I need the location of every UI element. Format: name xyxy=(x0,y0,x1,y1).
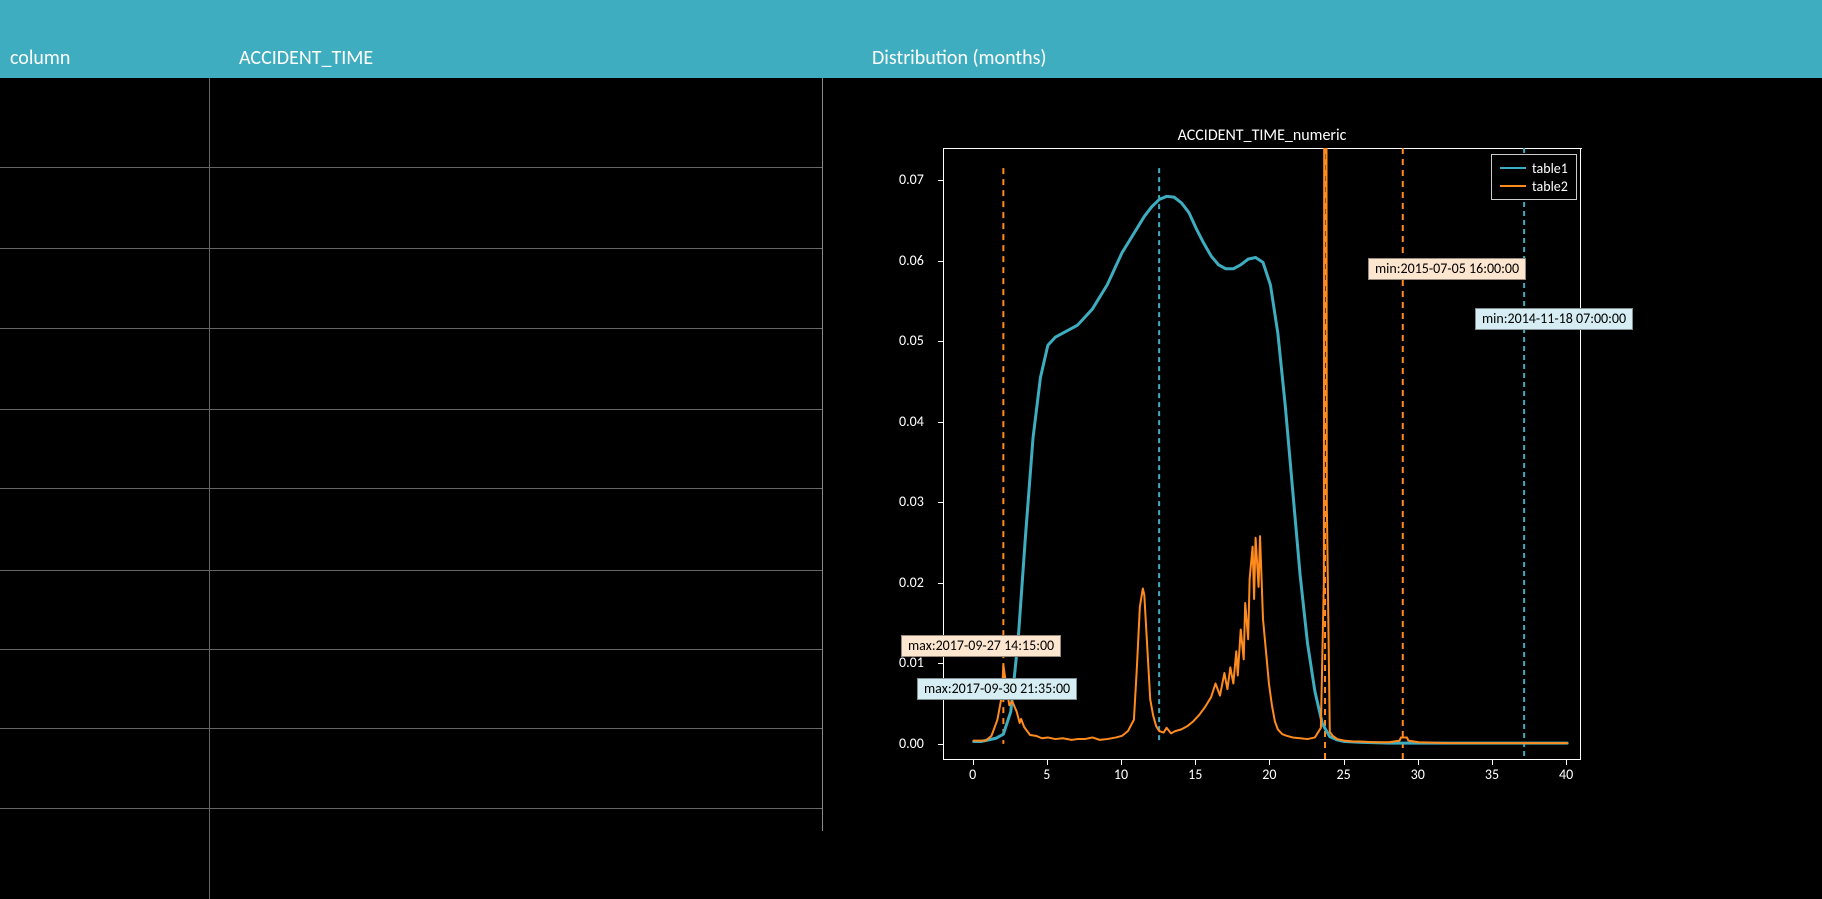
chart-annotation: max:2017-09-27 14:15:00 xyxy=(901,635,1061,657)
table-row xyxy=(0,729,822,809)
legend-item: table2 xyxy=(1500,177,1568,195)
distribution-chart: ACCIDENT_TIME_numeric table1table2 0.00 0… xyxy=(823,78,1822,831)
ytick-label: 0.07 xyxy=(899,171,924,188)
table-row xyxy=(0,168,822,249)
xtick-label: 25 xyxy=(1336,766,1350,783)
ytick-label: 0.02 xyxy=(899,574,924,591)
table-row xyxy=(0,249,822,329)
table-row xyxy=(0,809,822,899)
header-row: column ACCIDENT_TIME Distribution (month… xyxy=(0,0,1822,78)
xtick-label: 10 xyxy=(1114,766,1128,783)
root: column ACCIDENT_TIME Distribution (month… xyxy=(0,0,1822,831)
table-row xyxy=(0,571,822,650)
chart-svg xyxy=(944,148,1582,760)
header-col-distribution: Distribution (months) xyxy=(862,40,1822,78)
ytick-label: 0.04 xyxy=(899,413,924,430)
chart-annotation: max:2017-09-30 21:35:00 xyxy=(917,678,1077,700)
legend-label: table2 xyxy=(1532,178,1568,195)
header-col-column: column xyxy=(0,40,229,78)
chart-annotation: min:2014-11-18 07:00:00 xyxy=(1475,308,1633,330)
body: ACCIDENT_TIME_numeric table1table2 0.00 0… xyxy=(0,78,1822,831)
xtick-label: 30 xyxy=(1411,766,1425,783)
legend-label: table1 xyxy=(1532,160,1568,177)
table-row xyxy=(0,489,822,571)
xtick-label: 15 xyxy=(1188,766,1202,783)
chart-annotation: min:2015-07-05 16:00:00 xyxy=(1368,258,1526,280)
xtick-label: 5 xyxy=(1043,766,1050,783)
chart-legend: table1table2 xyxy=(1491,154,1577,200)
xtick-label: 35 xyxy=(1485,766,1499,783)
xtick-label: 40 xyxy=(1559,766,1573,783)
ytick-label: 0.00 xyxy=(899,735,924,752)
left-table xyxy=(0,78,823,831)
left-table-rows xyxy=(0,78,822,831)
header-col-value: ACCIDENT_TIME xyxy=(229,40,862,78)
table-row xyxy=(0,329,822,410)
chart-panel: ACCIDENT_TIME_numeric table1table2 0.00 0… xyxy=(823,78,1822,831)
ytick-label: 0.03 xyxy=(899,493,924,510)
legend-swatch xyxy=(1500,185,1526,187)
xtick-label: 20 xyxy=(1262,766,1276,783)
table-row xyxy=(0,650,822,729)
legend-swatch xyxy=(1500,167,1526,169)
plot-area xyxy=(943,148,1581,760)
table-row xyxy=(0,410,822,489)
ytick-label: 0.06 xyxy=(899,252,924,269)
table-row xyxy=(0,78,822,168)
ytick-label: 0.05 xyxy=(899,332,924,349)
xtick-label: 0 xyxy=(969,766,976,783)
legend-item: table1 xyxy=(1500,159,1568,177)
chart-title: ACCIDENT_TIME_numeric xyxy=(1178,126,1347,145)
